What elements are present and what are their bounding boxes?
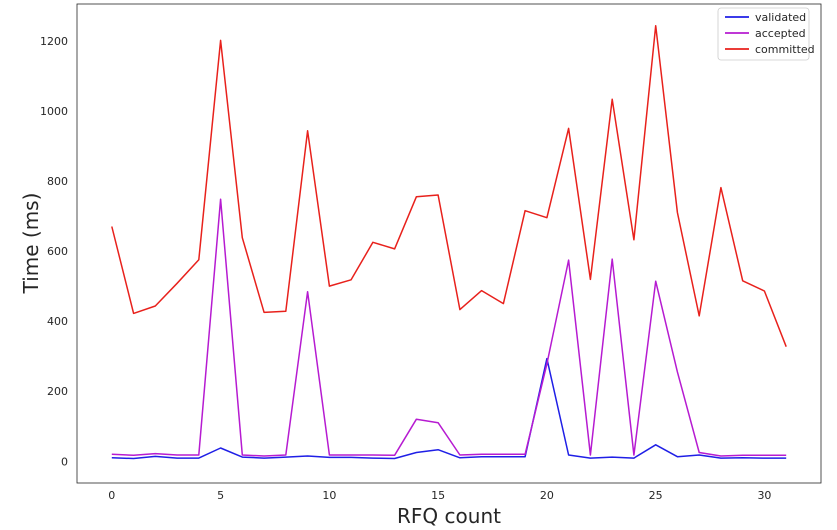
x-tick-label: 0 (108, 489, 115, 502)
y-tick-group: 0 200 400 600 800 1000 1200 (40, 35, 68, 468)
x-tick-group: 0 5 10 15 20 25 30 (108, 489, 771, 502)
y-tick-label: 1000 (40, 105, 68, 118)
x-axis-title: RFQ count (397, 504, 501, 528)
series-line-validated (111, 357, 787, 460)
legend: validated accepted committed (717, 7, 815, 61)
legend-box (717, 7, 810, 61)
y-tick-label: 400 (47, 315, 68, 328)
x-tick-label: 30 (757, 489, 771, 502)
y-tick-label: 600 (47, 245, 68, 258)
y-tick-label: 1200 (40, 35, 68, 48)
legend-label-validated: validated (755, 11, 806, 24)
y-tick-label: 800 (47, 175, 68, 188)
x-tick-label: 10 (322, 489, 336, 502)
x-tick-label: 25 (649, 489, 663, 502)
series-group (111, 24, 787, 460)
x-tick-label: 5 (217, 489, 224, 502)
y-axis-title: Time (ms) (19, 193, 43, 295)
x-tick-label: 15 (431, 489, 445, 502)
plot-background (76, 3, 822, 484)
series-line-committed (111, 24, 787, 347)
legend-label-accepted: accepted (755, 27, 806, 40)
legend-label-committed: committed (755, 43, 815, 56)
x-tick-label: 20 (540, 489, 554, 502)
y-tick-label: 0 (61, 455, 68, 468)
y-tick-label: 200 (47, 385, 68, 398)
series-line-accepted (111, 198, 787, 457)
